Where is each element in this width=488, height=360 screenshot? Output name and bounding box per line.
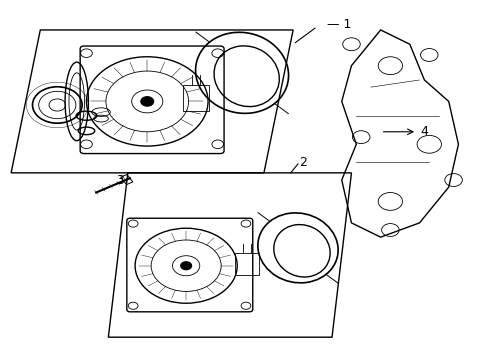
Text: — 1: — 1 (326, 18, 351, 31)
Circle shape (181, 262, 191, 270)
Bar (235, 252, 258, 275)
Text: 2: 2 (299, 156, 306, 169)
Text: 4: 4 (420, 125, 427, 138)
Text: 3: 3 (116, 174, 123, 187)
Circle shape (141, 97, 153, 106)
Bar (183, 85, 208, 111)
